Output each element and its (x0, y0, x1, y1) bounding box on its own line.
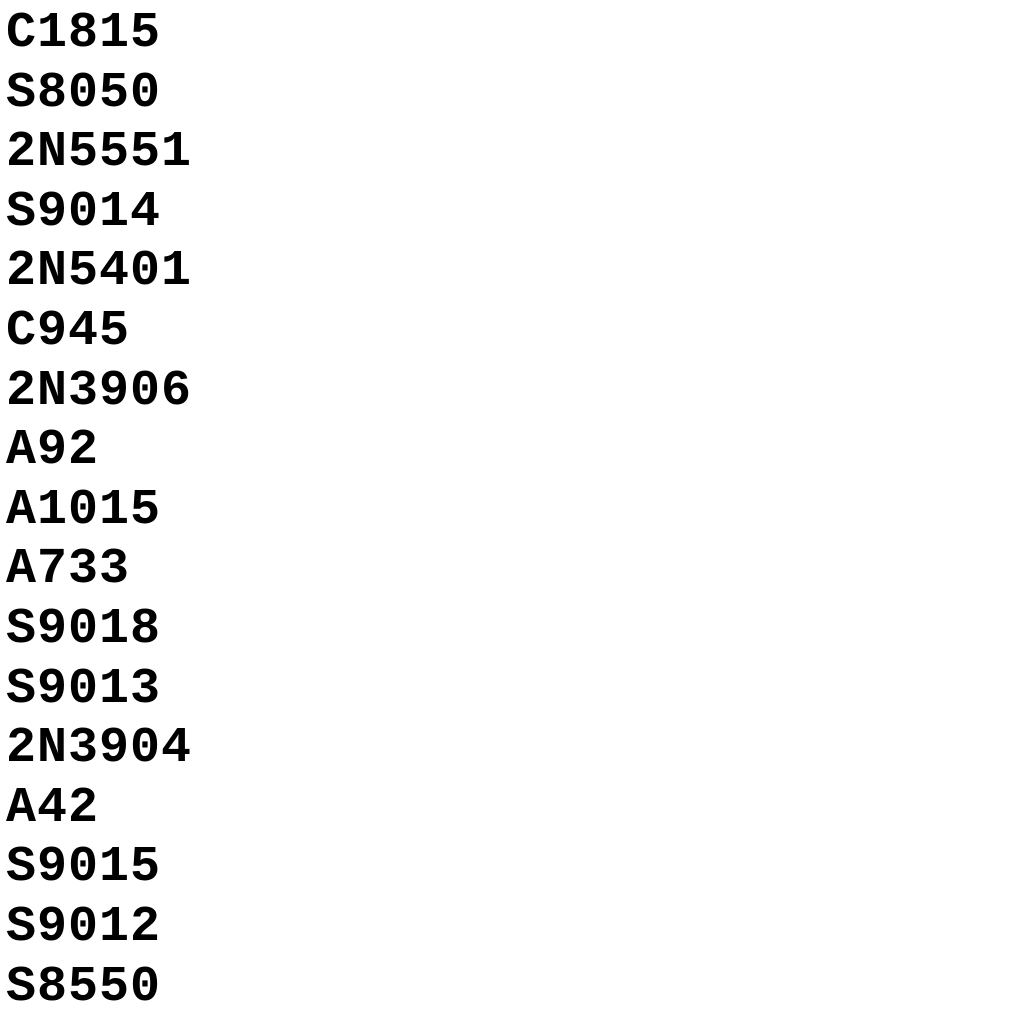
list-item: 2N3906 (6, 362, 1018, 422)
list-item: S9015 (6, 838, 1018, 898)
list-item: A42 (6, 779, 1018, 839)
list-item: S9018 (6, 600, 1018, 660)
list-item: 2N3904 (6, 719, 1018, 779)
list-item: 2N5551 (6, 123, 1018, 183)
list-item: C945 (6, 302, 1018, 362)
list-item: S9014 (6, 183, 1018, 243)
list-item: A733 (6, 540, 1018, 600)
list-item: A1015 (6, 481, 1018, 541)
list-item: A92 (6, 421, 1018, 481)
list-item: S8050 (6, 64, 1018, 124)
list-item: S9013 (6, 660, 1018, 720)
list-item: 2N5401 (6, 242, 1018, 302)
text-list-container: C1815 S8050 2N5551 S9014 2N5401 C945 2N3… (0, 0, 1018, 1017)
list-item: S9012 (6, 898, 1018, 958)
list-item: S8550 (6, 958, 1018, 1018)
list-item: C1815 (6, 4, 1018, 64)
